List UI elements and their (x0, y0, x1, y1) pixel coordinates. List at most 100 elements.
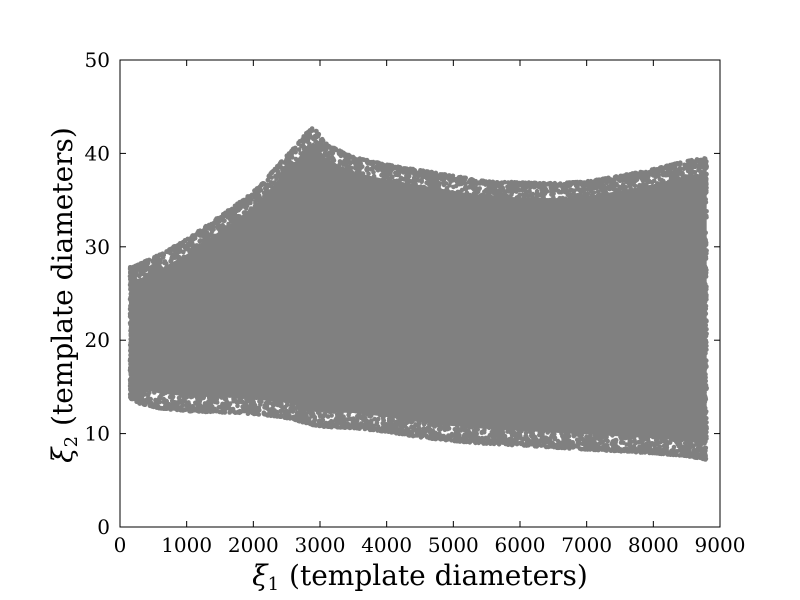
scatter-point (587, 439, 593, 445)
scatter-point (486, 425, 492, 431)
scatter-point (178, 406, 184, 412)
scatter-point (457, 439, 463, 444)
scatter-point (409, 192, 415, 197)
scatter-point (395, 413, 400, 419)
scatter-point (652, 194, 657, 199)
scatter-point (267, 385, 273, 390)
scatter-point (226, 237, 232, 242)
scatter-point (252, 411, 257, 416)
scatter-point (378, 402, 383, 407)
scatter-point (435, 173, 441, 179)
scatter-point (188, 394, 194, 400)
scatter-point (371, 170, 376, 175)
scatter-point (277, 393, 283, 398)
scatter-point (474, 196, 480, 202)
scatter-point (537, 207, 543, 212)
scatter-point (306, 420, 311, 426)
scatter-point (604, 418, 610, 424)
scatter-point (638, 450, 643, 455)
scatter-point (301, 392, 306, 397)
scatter-point (515, 436, 520, 442)
scatter-point (381, 420, 386, 425)
scatter-point (633, 432, 639, 437)
scatter-point (533, 414, 538, 420)
scatter-point (335, 425, 341, 430)
scatter-point (570, 441, 575, 447)
scatter-point (296, 147, 302, 152)
scatter-point (535, 417, 541, 423)
scatter-point (322, 411, 328, 417)
scatter-point (316, 419, 322, 425)
scatter-point (279, 401, 284, 407)
scatter-point (325, 414, 331, 419)
scatter-point (142, 391, 148, 397)
scatter-point (288, 415, 294, 421)
scatter-point (242, 211, 247, 216)
scatter-point (168, 267, 173, 273)
scatter-point (614, 181, 619, 187)
scatter-point (244, 386, 249, 392)
scatter-point (623, 447, 629, 452)
scatter-point (298, 151, 303, 156)
scatter-point (597, 192, 603, 197)
scatter-point (468, 184, 474, 190)
scatter-point (197, 388, 203, 394)
scatter-point (599, 198, 605, 204)
scatter-point (215, 222, 221, 228)
scatter-point (142, 402, 148, 408)
scatter-point (383, 187, 389, 193)
scatter-point (265, 177, 271, 183)
scatter-point (473, 178, 479, 184)
scatter-point (144, 281, 149, 287)
scatter-point (164, 406, 169, 412)
scatter-point (446, 408, 452, 414)
scatter-point (484, 413, 490, 419)
scatter-point (289, 390, 295, 396)
scatter-point (364, 425, 370, 431)
scatter-point (174, 407, 180, 413)
scatter-point (606, 197, 612, 202)
scatter-point (375, 160, 381, 165)
scatter-point (469, 434, 474, 440)
scatter-point (294, 391, 300, 397)
scatter-point (674, 439, 680, 445)
scatter-point (293, 156, 299, 162)
scatter-point (520, 440, 525, 446)
scatter-point (648, 171, 653, 176)
scatter-point (456, 412, 461, 417)
scatter-point (369, 427, 375, 432)
scatter-point (523, 422, 529, 427)
scatter-point (469, 205, 475, 210)
scatter-point (414, 404, 419, 410)
scatter-point (500, 180, 505, 186)
scatter-point (685, 440, 691, 445)
scatter-point (487, 416, 493, 421)
scatter-point (204, 230, 210, 236)
scatter-point (445, 424, 451, 430)
scatter-point (409, 179, 415, 184)
scatter-point (185, 263, 190, 269)
scatter-point (382, 429, 388, 434)
scatter-point (659, 423, 665, 429)
scatter-point (521, 416, 526, 422)
scatter-point (338, 177, 343, 182)
scatter-point (240, 389, 245, 394)
scatter-point (209, 399, 214, 405)
scatter-point (352, 161, 358, 166)
scatter-point (574, 423, 580, 429)
scatter-point (677, 166, 683, 172)
scatter-point (405, 169, 411, 175)
scatter-point (189, 240, 195, 246)
scatter-point (640, 442, 645, 448)
scatter-point (574, 202, 579, 207)
scatter-point (596, 427, 602, 433)
scatter-point (493, 429, 498, 435)
scatter-point (169, 398, 175, 404)
scatter-point (336, 411, 342, 417)
scatter-point (527, 429, 533, 435)
scatter-point (197, 238, 202, 244)
scatter-point (618, 440, 624, 445)
scatter-point (342, 176, 347, 182)
scatter-point (484, 204, 490, 209)
scatter-point (535, 203, 541, 209)
